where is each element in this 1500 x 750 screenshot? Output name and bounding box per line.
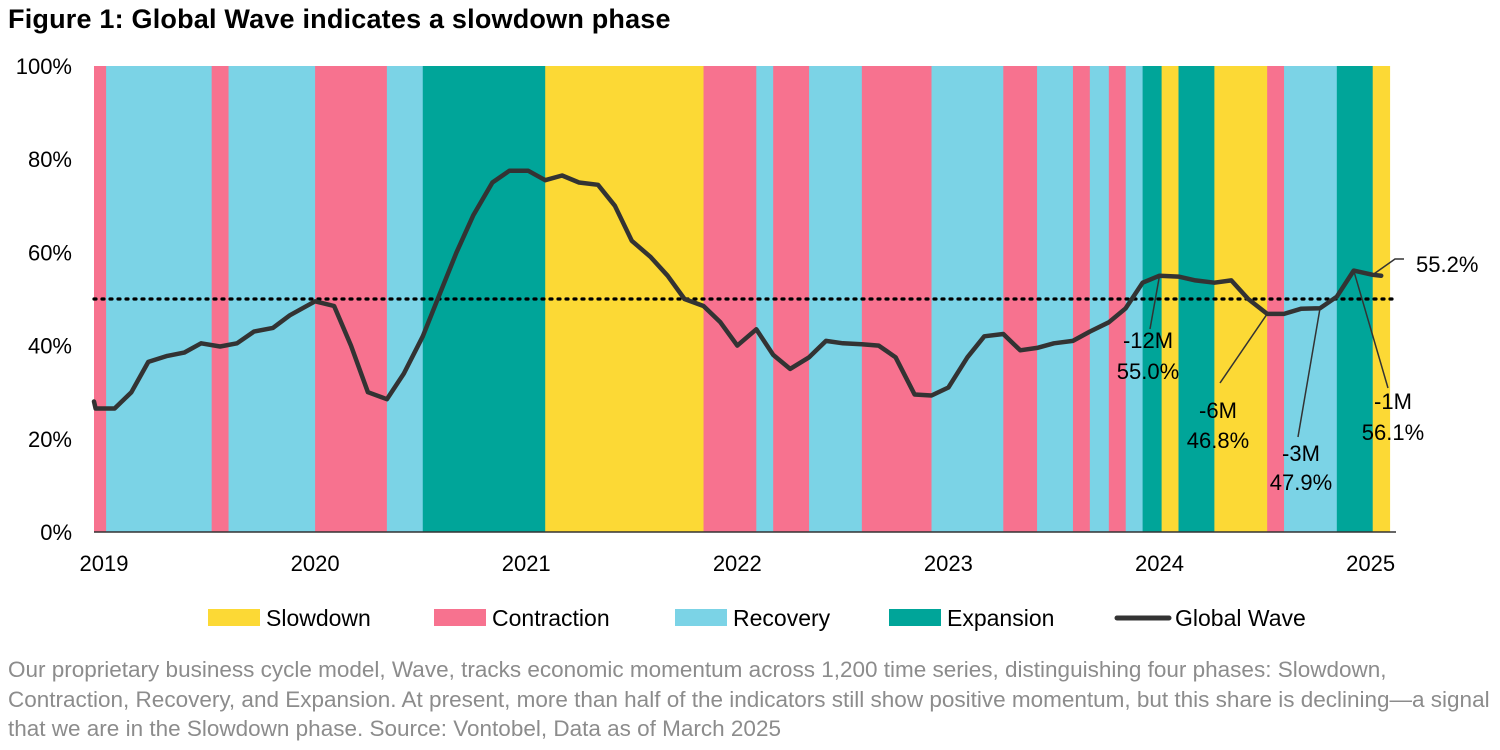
- x-tick-label: 2022: [713, 551, 762, 576]
- chart: 0%20%40%60%80%100% 2019 2020 2021 2022 2023 2…: [16, 54, 1479, 631]
- legend-label: Contraction: [492, 605, 610, 631]
- annotation-value: 56.1%: [1362, 420, 1424, 445]
- y-tick-label: 80%: [28, 147, 72, 172]
- legend-label: Global Wave: [1175, 605, 1306, 631]
- phase-band-slowdown: [1161, 66, 1179, 532]
- legend-item-recovery: Recovery: [675, 605, 831, 631]
- phase-band-contraction: [94, 66, 107, 532]
- annotation-leader: [1219, 313, 1268, 384]
- y-axis: 0% 20% 40% 60% 80% 100%: [16, 54, 72, 545]
- legend-item-contraction: Contraction: [434, 605, 610, 631]
- x-axis: 2019 2020 2021 2022 2023 2024 2025: [80, 551, 1396, 576]
- annotation-leader: [1352, 270, 1389, 389]
- annotation-value: 47.9%: [1270, 470, 1332, 495]
- caption: Our proprietary business cycle model, Wa…: [8, 657, 1490, 741]
- x-tick-label: 2024: [1135, 551, 1184, 576]
- phase-band-contraction: [211, 66, 230, 532]
- phase-band-contraction: [1267, 66, 1285, 532]
- annotation-leaders: [1149, 258, 1404, 438]
- annotation-value: 55.0%: [1117, 359, 1179, 384]
- x-tick-label: 2021: [502, 551, 551, 576]
- x-tick-label: 2020: [291, 551, 340, 576]
- annotation-offset: -6M: [1199, 398, 1237, 423]
- annotation-offset: -3M: [1282, 441, 1320, 466]
- legend-item-slowdown: Slowdown: [208, 605, 371, 631]
- annotation-value: 55.2%: [1416, 252, 1478, 277]
- annotation-leader: [1149, 275, 1161, 330]
- legend-swatch: [675, 609, 727, 626]
- global-wave-line: [91, 168, 1384, 411]
- legend-item-expansion: Expansion: [889, 605, 1054, 631]
- legend-swatch: [889, 609, 941, 626]
- x-tick-label: 2023: [924, 551, 973, 576]
- annotation-value: 46.8%: [1187, 428, 1249, 453]
- legend: Slowdown Contraction Recovery Expansion Glob…: [208, 605, 1306, 631]
- x-tick-label: 2019: [80, 551, 129, 576]
- annotation-leader: [1297, 308, 1321, 438]
- y-tick-label: 20%: [28, 427, 72, 452]
- legend-item-global-wave: Global Wave: [1114, 605, 1306, 631]
- y-tick-label: 60%: [28, 240, 72, 265]
- annotations: -12M 55.0% -6M 46.8% -3M 47.9% -1M 56.1% 55.2%: [1117, 252, 1479, 495]
- legend-label: Recovery: [733, 605, 831, 631]
- legend-label: Slowdown: [266, 605, 371, 631]
- legend-swatch: [208, 609, 260, 626]
- y-tick-label: 100%: [16, 54, 72, 79]
- x-tick-label: 2025: [1346, 551, 1395, 576]
- phase-band-recovery: [1089, 66, 1110, 532]
- legend-label: Expansion: [947, 605, 1054, 631]
- chart-title: Figure 1: Global Wave indicates a slowdo…: [8, 4, 671, 34]
- annotation-leader: [1372, 258, 1404, 276]
- phase-band-contraction: [1072, 66, 1091, 532]
- annotation-offset: -12M: [1123, 328, 1173, 353]
- legend-swatch: [434, 609, 486, 626]
- annotation-offset: -1M: [1374, 389, 1412, 414]
- y-tick-label: 40%: [28, 334, 72, 359]
- y-tick-label: 0%: [40, 520, 72, 545]
